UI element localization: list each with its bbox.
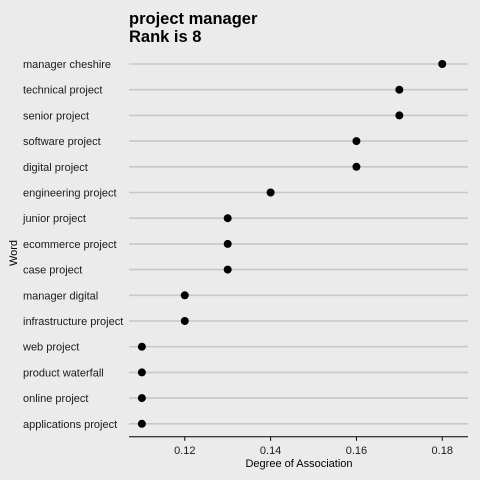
category-label: manager cheshire	[23, 59, 111, 71]
y-axis-title: Word	[8, 240, 20, 266]
x-tick-label: 0.14	[260, 445, 281, 457]
data-point	[438, 60, 447, 68]
chart-title-line2: Rank is 8	[129, 28, 201, 46]
data-point	[352, 162, 361, 171]
category-label: technical project	[23, 85, 103, 97]
data-point	[137, 394, 146, 403]
category-label: infrastructure project	[23, 316, 123, 328]
category-label: case project	[23, 265, 82, 277]
category-label: senior project	[23, 110, 89, 122]
chart-title-line1: project manager	[129, 10, 258, 28]
x-tick-label: 0.18	[432, 445, 453, 457]
category-label: manager digital	[23, 290, 98, 302]
data-points	[137, 60, 447, 428]
data-point	[223, 265, 232, 274]
x-tick-label: 0.12	[174, 445, 195, 457]
data-point	[180, 291, 189, 300]
x-axis-title: Degree of Association	[245, 458, 352, 470]
data-point	[223, 214, 232, 223]
category-label: software project	[23, 136, 101, 148]
data-point	[137, 368, 146, 377]
category-label: online project	[23, 393, 88, 405]
data-point	[180, 317, 189, 325]
data-point	[395, 85, 404, 94]
category-label: applications project	[23, 419, 117, 431]
grid-lines	[129, 63, 468, 425]
x-tick-label: 0.16	[346, 445, 367, 457]
data-point	[223, 239, 232, 248]
data-point	[352, 137, 361, 146]
category-label: engineering project	[23, 188, 117, 200]
data-point	[137, 419, 146, 428]
data-point	[266, 188, 275, 197]
category-label: product waterfall	[23, 367, 104, 379]
data-point	[137, 342, 146, 351]
category-label: ecommerce project	[23, 239, 117, 251]
category-label: junior project	[22, 213, 86, 225]
data-point	[395, 111, 404, 120]
x-axis: 0.12 0.14 0.16 0.18	[129, 436, 468, 457]
category-label: web project	[22, 342, 79, 354]
category-label: digital project	[23, 162, 88, 174]
category-labels: manager cheshire technical project senior …	[22, 59, 123, 431]
